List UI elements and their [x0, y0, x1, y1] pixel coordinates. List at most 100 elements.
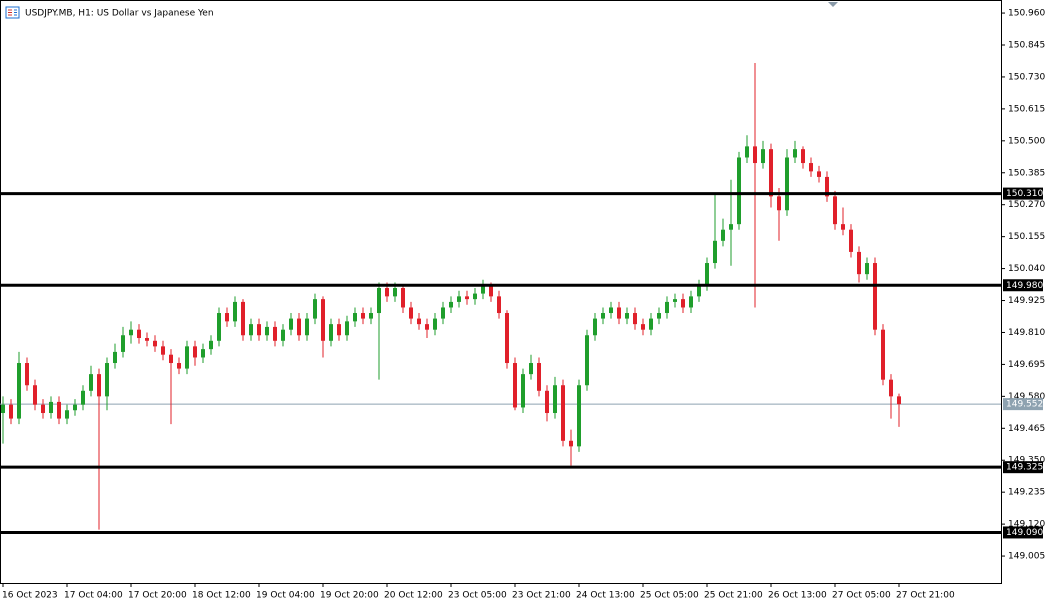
candle-body [569, 440, 573, 447]
candle-body [553, 385, 557, 414]
y-tick-label: 149.695 [1008, 360, 1045, 370]
x-tick-label: 18 Oct 12:00 [192, 591, 251, 601]
candle-body [329, 324, 333, 341]
candle-body [489, 285, 493, 297]
candle-body [105, 363, 109, 397]
x-tick-label: 25 Oct 21:00 [704, 591, 763, 601]
candle-body [209, 340, 213, 350]
candle-body [169, 354, 173, 364]
level-box [1003, 279, 1043, 292]
candle-body [833, 196, 837, 225]
candle-body [441, 307, 445, 319]
candle-body [625, 313, 629, 319]
candle-body [689, 296, 693, 308]
candle-body [201, 349, 205, 358]
candle-body [49, 401, 53, 414]
candle-body [817, 171, 821, 177]
x-tick-label: 23 Oct 21:00 [512, 591, 571, 601]
x-tick-label: 26 Oct 13:00 [768, 591, 827, 601]
candle-body [313, 299, 317, 319]
candle-body [233, 301, 237, 322]
candle-body [41, 404, 45, 414]
candle-body [241, 301, 245, 336]
y-tick-label: 149.120 [1008, 520, 1045, 530]
candle-body [705, 263, 709, 286]
y-tick-label: 150.500 [1008, 136, 1045, 146]
candle-body [449, 301, 453, 308]
candle-body [97, 374, 101, 397]
candle-body [289, 318, 293, 330]
y-tick-label: 149.235 [1008, 488, 1045, 498]
candle-body [881, 329, 885, 380]
candle-body [473, 293, 477, 300]
candle-body [121, 335, 125, 352]
candle-body [385, 288, 389, 297]
candle-body [281, 329, 285, 341]
candle-body [33, 385, 37, 405]
x-tick-label: 19 Oct 20:00 [320, 591, 379, 601]
candle-body [393, 288, 397, 297]
candle-body [81, 390, 85, 405]
candle-body [505, 313, 509, 364]
candle-body [497, 296, 501, 314]
candle-body [609, 307, 613, 314]
candle-body [481, 285, 485, 294]
candle-body [561, 385, 565, 441]
x-tick-label: 16 Oct 2023 [2, 591, 58, 601]
candle-body [353, 313, 357, 322]
y-tick-label: 149.810 [1008, 328, 1045, 338]
candle-body [745, 146, 749, 158]
candle-body [713, 240, 717, 264]
candle-body [577, 385, 581, 447]
level-box [1003, 526, 1043, 539]
candle-body [801, 149, 805, 164]
x-tick-label: 27 Oct 05:00 [832, 591, 891, 601]
candle-body [161, 346, 165, 355]
y-tick-label: 149.580 [1008, 392, 1045, 402]
candle-body [737, 157, 741, 225]
candle-body [873, 263, 877, 330]
candle-body [841, 224, 845, 230]
candle-body [321, 299, 325, 341]
y-tick-label: 150.730 [1008, 72, 1045, 82]
candle-body [217, 313, 221, 341]
candle-body [57, 401, 61, 419]
candle-body [465, 296, 469, 300]
y-tick-label: 150.270 [1008, 200, 1045, 210]
candle-body [65, 410, 69, 419]
y-tick-label: 150.040 [1008, 264, 1045, 274]
x-tick-label: 17 Oct 04:00 [64, 591, 123, 601]
candle-body [17, 363, 21, 419]
y-tick-label: 149.465 [1008, 424, 1045, 434]
candle-body [337, 324, 341, 336]
x-tick-label: 27 Oct 21:00 [896, 591, 955, 601]
shift-marker [828, 2, 838, 7]
level-box [1003, 461, 1043, 474]
candle-body [697, 285, 701, 297]
x-tick-label: 24 Oct 13:00 [576, 591, 635, 601]
current-price-label: 149.552 [1006, 400, 1043, 410]
candle-body [73, 404, 77, 411]
current-price-box [1003, 398, 1043, 411]
level-label: 150.310 [1006, 189, 1043, 199]
candle-body [185, 346, 189, 369]
candle-body [305, 318, 309, 336]
candle-body [649, 318, 653, 330]
candle-body [9, 404, 13, 419]
y-tick-label: 149.925 [1008, 296, 1045, 306]
x-tick-label: 20 Oct 12:00 [384, 591, 443, 601]
candle-body [849, 229, 853, 252]
y-tick-label: 150.960 [1008, 9, 1045, 19]
candle-body [249, 324, 253, 336]
candle-body [761, 149, 765, 164]
candle-body [657, 313, 661, 319]
candle-body [225, 313, 229, 322]
candle-body [729, 224, 733, 230]
candle-body [265, 326, 269, 336]
y-tick-label: 150.615 [1008, 104, 1045, 114]
level-label: 149.325 [1006, 463, 1043, 473]
level-label: 149.980 [1006, 281, 1043, 291]
level-label: 149.090 [1006, 528, 1043, 538]
